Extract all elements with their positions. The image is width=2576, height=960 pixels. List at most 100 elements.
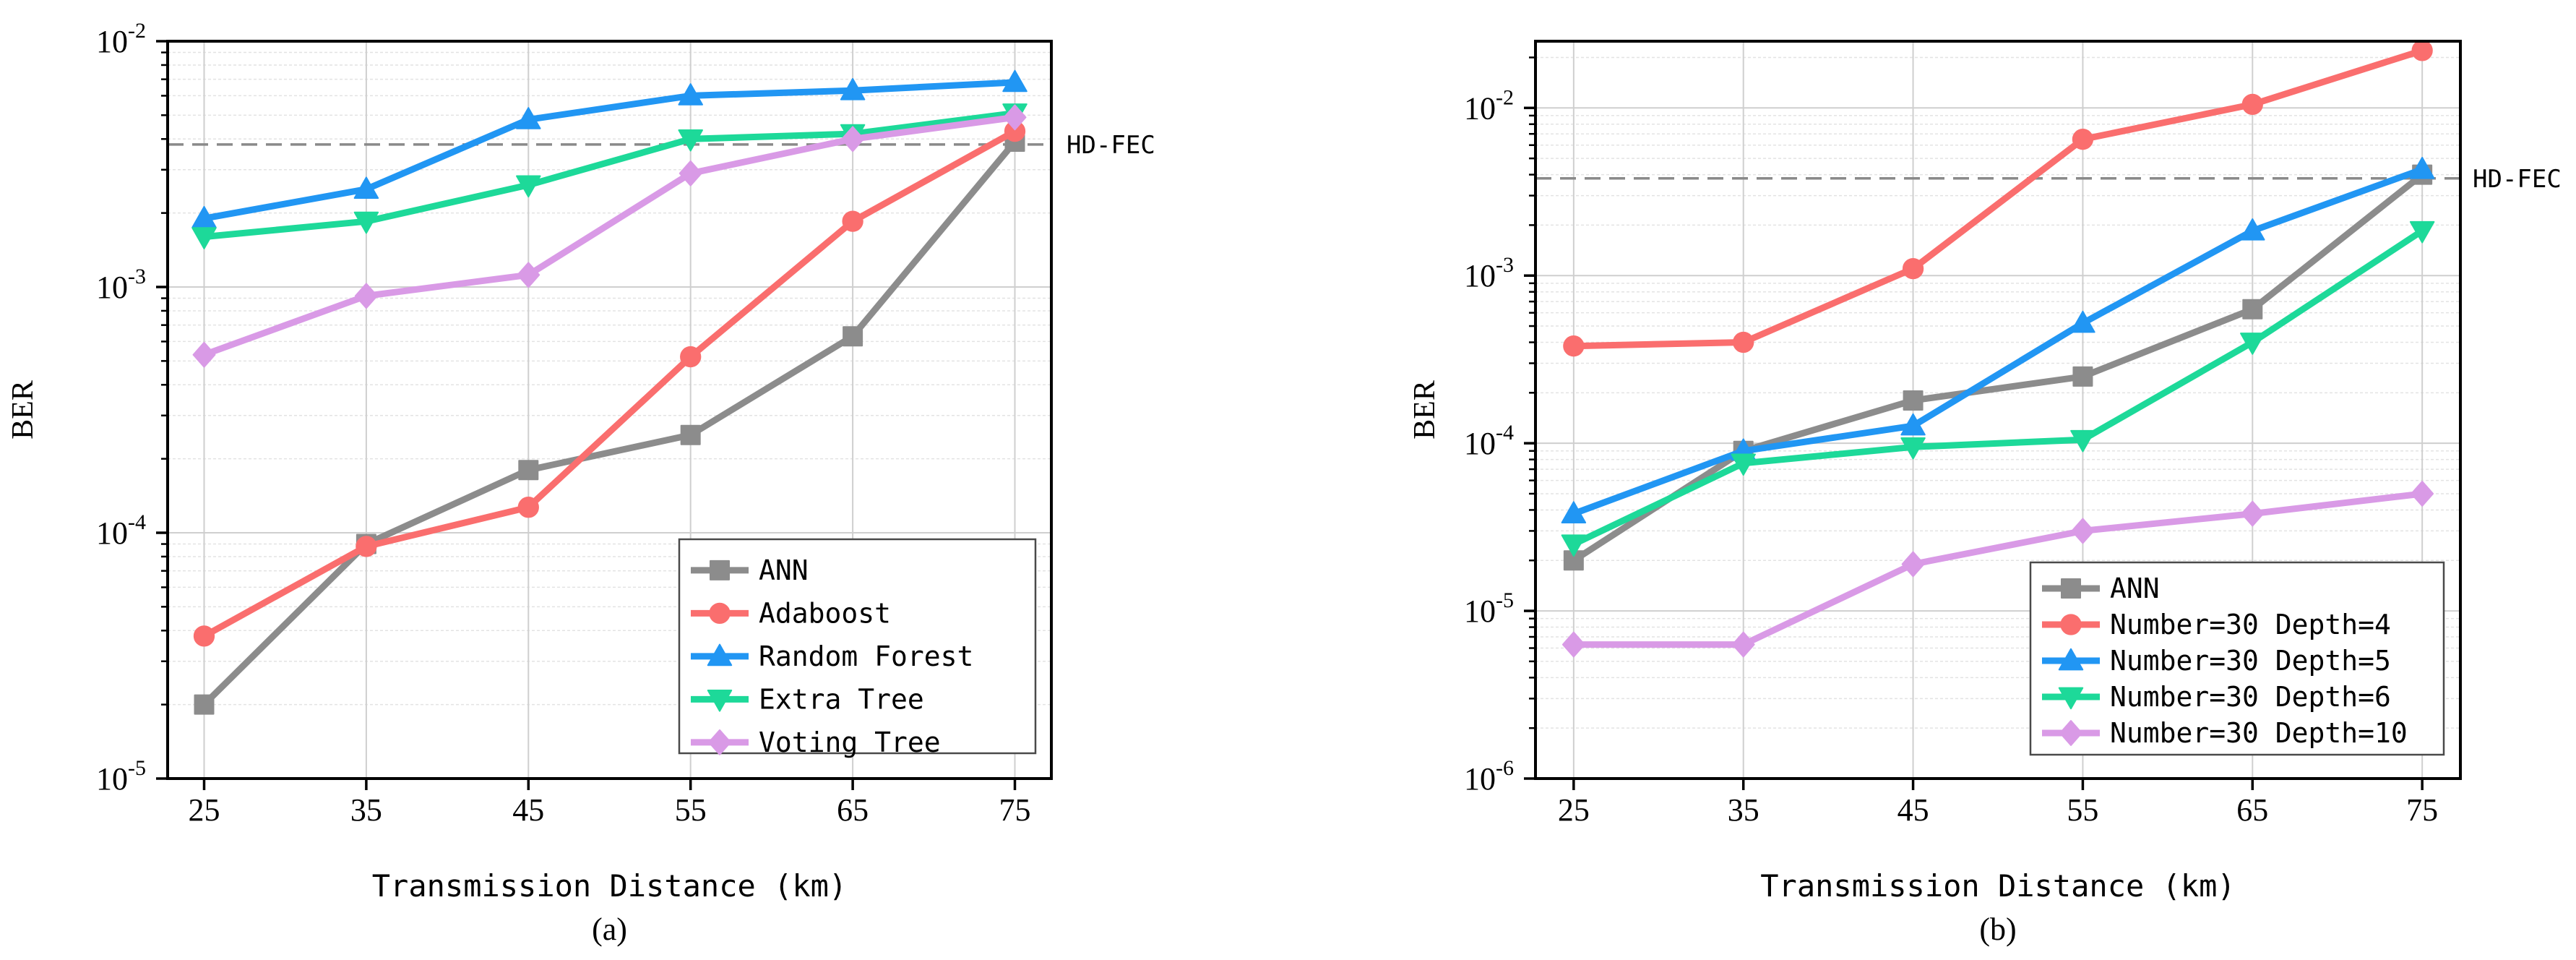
data-point [680, 346, 702, 368]
x-tick-label: 55 [2067, 792, 2098, 828]
data-point [516, 175, 541, 198]
data-point [517, 262, 540, 288]
y-tick-exponent: -6 [1496, 756, 1514, 780]
legend-marker [707, 643, 733, 667]
data-point [193, 625, 215, 647]
y-tick-exponent: -4 [128, 510, 146, 534]
x-tick-label: 25 [1558, 792, 1590, 828]
data-point [1561, 631, 1585, 658]
data-point [2240, 333, 2265, 355]
series-line-4 [201, 109, 1018, 241]
legend-label: Voting Tree [759, 727, 941, 758]
data-point [1563, 335, 1585, 357]
y-tick-exponent: -2 [128, 19, 146, 43]
x-tick-label: 45 [512, 792, 544, 828]
data-point [2070, 429, 2095, 453]
y-tick-exponent: -3 [128, 265, 146, 288]
legend-label: ANN [2110, 573, 2160, 604]
data-point [843, 326, 863, 347]
y-tick-label: 10-6 [1464, 756, 1514, 797]
data-point [2242, 299, 2263, 320]
data-point [1901, 551, 1925, 578]
y-tick-base: 10 [96, 24, 128, 59]
data-point [2241, 93, 2263, 116]
data-point [518, 460, 539, 481]
data-point [1900, 437, 1926, 460]
data-point [842, 210, 863, 232]
data-point [2072, 129, 2094, 150]
data-point [678, 83, 703, 106]
data-point [2072, 366, 2093, 387]
data-point [516, 107, 541, 129]
x-tick-label: 35 [350, 792, 382, 828]
data-point [1731, 453, 1756, 476]
data-point [191, 227, 217, 249]
legend: ANN Number=30 Depth=4 Number=30 Depth=5 Num… [2029, 561, 2445, 756]
legend-box [678, 538, 1037, 755]
data-point [1903, 390, 1924, 411]
data-point [354, 283, 378, 309]
series-line-2 [201, 128, 1018, 640]
data-point [840, 77, 866, 100]
legend-label: Adaboost [759, 597, 891, 629]
y-tick-label: 10-3 [1464, 253, 1514, 293]
y-tick-exponent: -4 [1496, 421, 1514, 445]
series-line-3 [201, 79, 1018, 222]
data-point [680, 424, 701, 445]
series-line-1 [201, 138, 1018, 708]
data-point [1731, 631, 1755, 658]
data-point [679, 160, 702, 187]
x-tick-label: 65 [837, 792, 869, 828]
y-tick-base: 10 [1464, 258, 1496, 293]
y-tick-label: 10-2 [1464, 85, 1514, 126]
x-tick-label: 35 [1728, 792, 1759, 828]
series-line-5 [201, 113, 1018, 359]
legend-marker [2059, 720, 2082, 746]
data-point [353, 211, 379, 234]
y-tick-base: 10 [1464, 761, 1496, 797]
y-tick-label: 10-2 [96, 19, 146, 59]
legend-label: Number=30 Depth=5 [2110, 645, 2391, 677]
y-tick-base: 10 [1464, 90, 1496, 126]
data-point [1003, 104, 1027, 131]
data-point [194, 694, 215, 715]
legend-marker [2060, 614, 2082, 635]
plot-frame [166, 40, 1053, 780]
legend-label: Random Forest [759, 640, 973, 672]
legend-label: Extra Tree [759, 683, 924, 715]
data-point [2070, 310, 2095, 333]
legend-label: Number=30 Depth=4 [2110, 609, 2391, 640]
x-tick-label: 25 [188, 792, 220, 828]
data-point [517, 497, 539, 518]
series-line-2 [1570, 47, 2426, 350]
y-axis-title: BER [1408, 380, 1442, 440]
legend-label: ANN [759, 554, 809, 586]
data-point [353, 176, 379, 200]
x-tick-label: 65 [2236, 792, 2268, 828]
data-point [1902, 257, 1924, 280]
legend-marker [707, 689, 733, 712]
y-tick-base: 10 [96, 270, 128, 305]
data-point [1561, 534, 1587, 557]
legend: ANN Adaboost Random Forest Extra Tree Voting… [678, 538, 1037, 758]
data-point [2411, 481, 2434, 507]
data-point [2241, 500, 2265, 527]
series-line-1 [1570, 171, 2426, 564]
y-tick-label: 10-5 [96, 756, 146, 797]
y-tick-label: 10-4 [96, 510, 146, 551]
series-line-3 [1570, 166, 2426, 518]
legend-marker [2058, 687, 2084, 710]
legend-label: Number=30 Depth=10 [2110, 717, 2408, 749]
y-axis-title: BER [7, 380, 40, 440]
y-tick-exponent: -2 [1496, 85, 1514, 109]
panel-label: (a) [592, 912, 627, 947]
data-point [841, 126, 865, 153]
series-line-5 [1570, 490, 2426, 648]
legend-marker [2061, 578, 2081, 599]
plot-frame [1534, 40, 2462, 780]
legend-label: Number=30 Depth=6 [2110, 681, 2391, 713]
y-tick-base: 10 [96, 761, 128, 797]
